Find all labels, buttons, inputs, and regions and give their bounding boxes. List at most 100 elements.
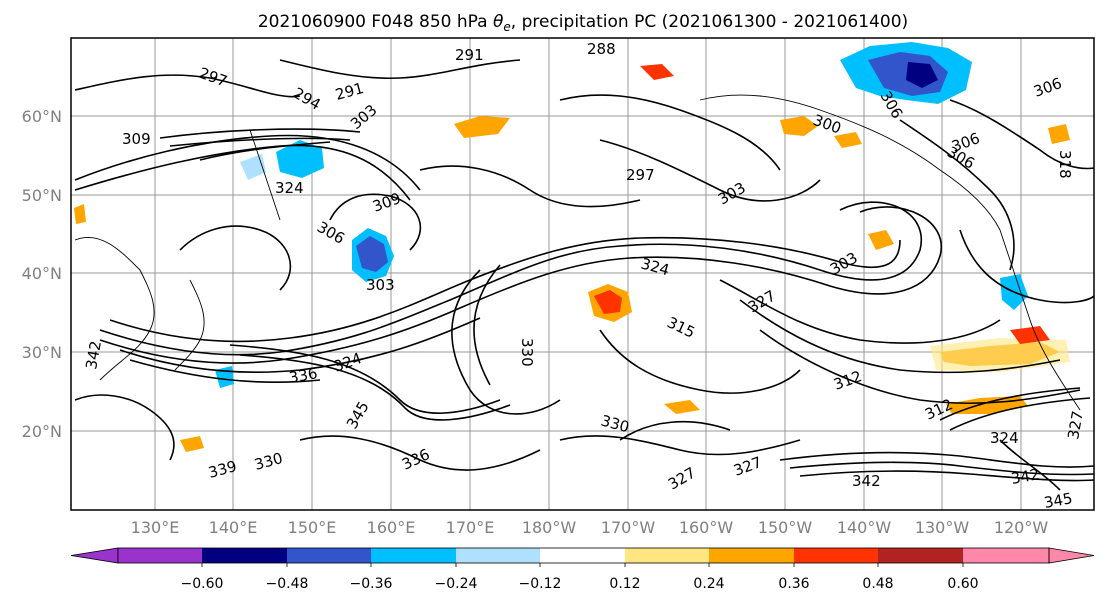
lon-tick-label: 170°W [601,518,656,537]
contour-line [999,439,1061,491]
colorbar-tick-labels: −0.60 −0.48 −0.36 −0.24 −0.12 0.12 0.24 0.36 0.4… [181,563,979,592]
contour-label: 327 [1064,409,1087,440]
map-title: 2021060900 F048 850 hPa θe, precipitatio… [258,12,908,34]
colorbar-tick-label: −0.60 [181,576,224,592]
contour-line [229,344,501,414]
shade-yellow-east [930,338,1070,372]
title-suffix: , precipitation PC (2021061300 - 2021061… [511,12,908,32]
contour-label: 342 [1010,465,1041,488]
colorbar-segment [794,548,878,563]
colorbar-tick-label: −0.12 [519,576,562,592]
colorbar-tick-label: −0.24 [435,576,478,592]
shade-orange-pnw2 [834,132,862,148]
contour-line [119,317,481,373]
colorbar-tick-label: −0.48 [266,576,309,592]
shade-red-east [1010,326,1050,344]
lon-tick-label: 140°E [209,518,258,537]
colorbar-over-triangle [1048,547,1095,564]
contour-line [159,128,361,139]
lat-tick-label: 60°N [22,107,62,126]
lon-tick-label: 130°E [131,518,180,537]
contour-line [559,94,781,171]
contour-line [451,269,561,415]
title-prefix: 2021060900 F048 850 hPa [258,12,493,32]
contour-line [899,119,1015,271]
contour-line [599,139,821,202]
colorbar [70,547,1095,564]
contour-label: 324 [990,429,1019,447]
colorbar-tick-label: 0.60 [947,576,978,592]
contour-line [949,99,1094,170]
lon-tick-label: 140°W [837,518,892,537]
coastline-asia [74,236,155,381]
contour-line [559,435,801,456]
precip-shading [74,42,1070,452]
contour-line [239,354,511,421]
contour-line [959,229,1094,304]
contour-line [719,279,1001,344]
coastline-japan [174,279,205,371]
shade-orange-gulf [780,116,818,136]
contour-label: 309 [122,130,151,148]
shade-orange-sw [180,436,204,452]
contour-label: 330 [518,338,536,367]
colorbar-segment [709,548,794,563]
contour-line [199,141,331,161]
contour-line [99,201,923,356]
contour-line [759,329,1081,405]
contour-label: 303 [366,276,395,294]
contour-line [329,193,422,251]
lon-tick-label: 150°E [288,518,337,537]
colorbar-frame [117,547,1050,564]
contour-line [74,134,421,191]
title-symbol: θ [493,12,504,32]
coastline-namerica [999,229,1081,411]
contour-line [779,451,1094,468]
lon-tick-label: 160°W [679,518,734,537]
lon-tick-label: 180°W [522,518,577,537]
contour-label: 288 [587,40,616,58]
colorbar-segment [202,548,287,563]
contour-label: 336 [288,364,319,387]
contour-label: 342 [852,472,881,490]
colorbar-segment [540,548,625,563]
shade-orange-s [664,400,700,414]
contour-label: 324 [275,179,304,197]
shade-orange-ne [1048,124,1070,144]
contour-line [99,206,943,364]
contour-label: 297 [626,166,655,184]
shade-orange-nw [454,116,510,138]
lon-tick-label: 120°W [994,518,1049,537]
shade-blue-kamchatka [276,140,324,178]
shade-orange-bering [640,64,674,80]
contour-line [599,329,801,394]
colorbar-under-triangle [70,547,119,564]
contour-line [279,59,521,80]
contour-line [74,394,175,461]
coastline-alaska [699,94,1001,231]
contour-line [74,74,301,98]
contour-line [129,359,321,383]
colorbar-tick-label: 0.24 [693,576,724,592]
colorbar-tick-label: 0.12 [609,576,640,592]
lat-tick-label: 50°N [22,186,62,205]
contour-line [179,225,292,291]
contour-line [169,137,351,147]
lat-tick-label: 20°N [22,422,62,441]
lon-tick-label: 170°E [446,518,495,537]
coastline-kamchatka [249,129,281,221]
contour-line [789,461,1094,476]
theta-e-contours [74,59,1094,491]
colorbar-tick-label: 0.36 [778,576,809,592]
colorbar-segment [456,548,540,563]
contour-label: 342 [82,339,105,370]
colorbar-segment [118,548,202,563]
contour-line [109,236,901,343]
lon-tick-label: 160°E [367,518,416,537]
contour-line [473,264,501,386]
contour-line [299,435,541,471]
shade-deepblue-low [356,236,388,272]
shade-orange-west [74,204,86,224]
contour-line [939,387,1081,421]
